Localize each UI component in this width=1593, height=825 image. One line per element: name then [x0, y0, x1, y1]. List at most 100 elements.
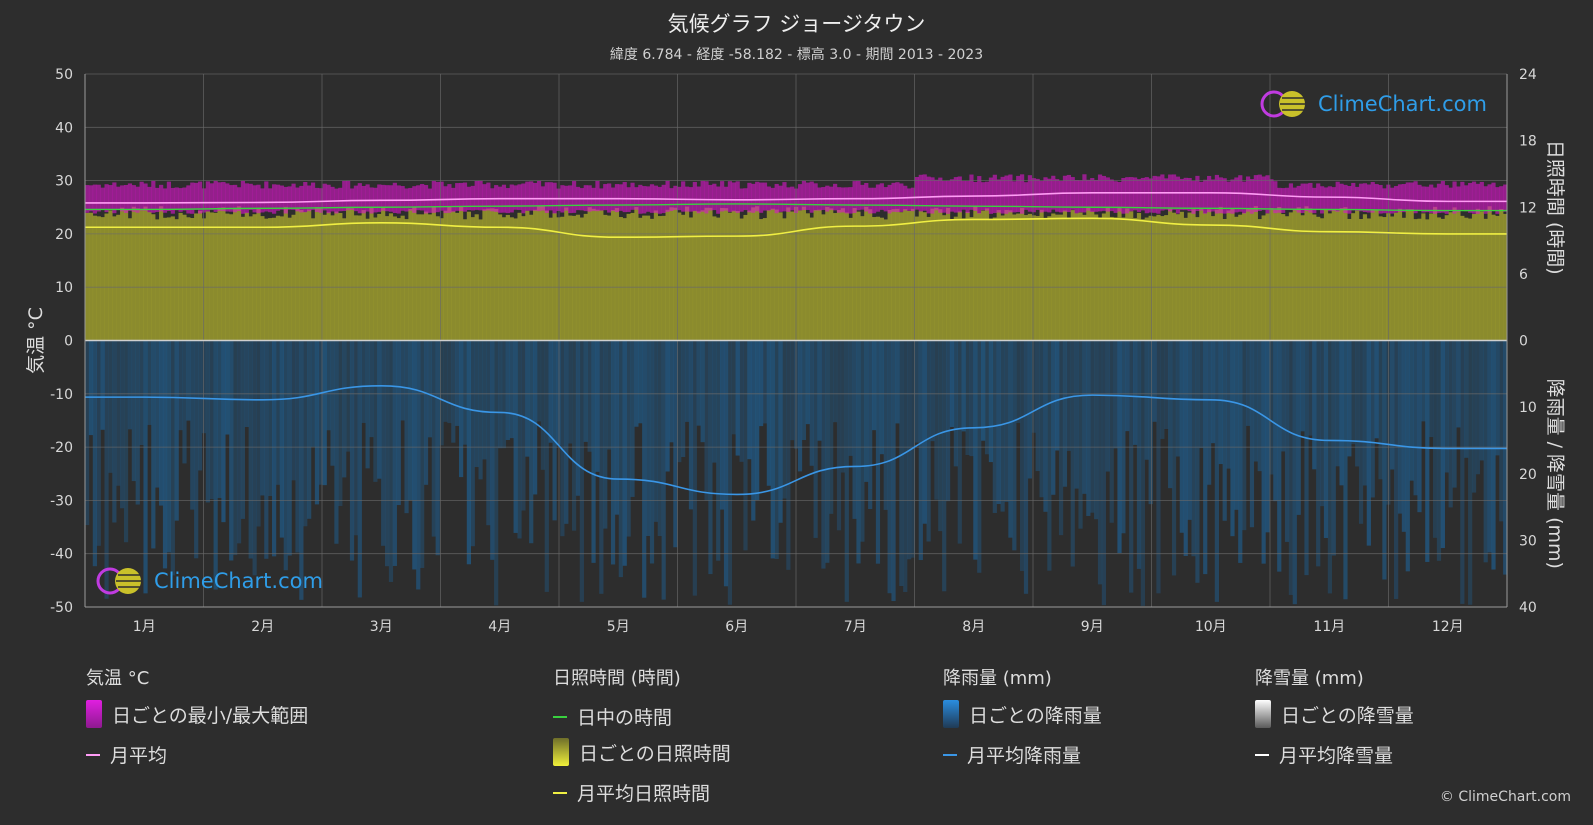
left-tick-label: -20 — [50, 440, 73, 456]
daily-temp-range-bar — [307, 185, 312, 212]
daily-rain-bar — [1444, 340, 1449, 473]
daily-sunshine-bar — [755, 206, 760, 341]
daily-sunshine-bar — [1121, 217, 1126, 341]
daily-sunshine-bar — [1355, 210, 1360, 341]
daily-rain-bar — [1331, 340, 1336, 556]
daily-rain-bar — [1195, 340, 1200, 583]
daily-rain-bar — [599, 340, 604, 594]
daily-sunshine-bar — [478, 219, 483, 341]
daily-rain-bar — [579, 340, 584, 602]
daily-temp-range-bar — [221, 181, 226, 212]
daily-rain-bar — [404, 340, 409, 514]
daily-temp-range-bar — [969, 174, 974, 210]
left-axis-title: 気温 °C — [25, 307, 47, 374]
daily-sunshine-bar — [1409, 209, 1414, 341]
daily-sunshine-bar — [190, 218, 195, 341]
daily-rain-bar — [938, 340, 943, 532]
daily-rain-bar — [377, 340, 382, 479]
daily-temp-range-bar — [346, 180, 351, 211]
daily-rain-bar — [864, 340, 869, 482]
daily-rain-bar — [1031, 340, 1036, 433]
daily-sunshine-bar — [1094, 214, 1099, 341]
daily-temp-range-bar — [1191, 180, 1196, 214]
daily-temp-range-bar — [1456, 186, 1461, 213]
daily-temp-range-bar — [922, 174, 927, 211]
daily-sunshine-bar — [388, 213, 394, 341]
month-tick-label: 6月 — [725, 619, 748, 635]
daily-sunshine-bar — [782, 218, 787, 341]
daily-temp-range-bar — [681, 181, 686, 212]
daily-temp-range-bar — [482, 184, 487, 211]
daily-rain-bar — [178, 340, 183, 431]
month-tick-label: 4月 — [488, 619, 511, 635]
daily-sunshine-bar — [599, 210, 604, 341]
daily-temp-range-bar — [1409, 182, 1414, 211]
daily-temp-range-bar — [174, 187, 179, 211]
daily-sunshine-bar — [357, 215, 362, 341]
daily-temp-range-bar — [1347, 185, 1352, 214]
climechart-logo-icon — [1260, 90, 1305, 118]
brand-logo-bottom[interactable]: ClimeChart.com — [96, 565, 323, 597]
daily-sunshine-bar — [1421, 213, 1426, 341]
daily-temp-range-bar — [1125, 177, 1130, 214]
daily-temp-range-bar — [1074, 179, 1079, 214]
daily-rain-bar — [665, 340, 670, 472]
daily-rain-bar — [1316, 340, 1321, 567]
daily-rain-bar — [85, 340, 90, 526]
daily-rain-bar — [673, 340, 678, 548]
daily-rain-bar — [92, 340, 97, 567]
daily-rain-bar — [638, 340, 643, 424]
daily-sunshine-bar — [470, 217, 475, 341]
sunshine-mean-line — [85, 217, 1507, 239]
daily-rain-bar — [653, 340, 658, 522]
daily-temp-range-bar — [116, 186, 121, 210]
daily-rain-bar — [466, 340, 471, 565]
daily-sunshine-bar — [1097, 217, 1103, 341]
daily-temp-range-bar — [225, 183, 230, 212]
daily-temp-range-bar — [953, 177, 958, 213]
brand-logo-top[interactable]: ClimeChart.com — [1260, 88, 1487, 120]
daily-temp-range-bar — [384, 185, 390, 212]
daily-rain-bar — [836, 340, 842, 531]
daily-rain-bar — [1222, 340, 1227, 521]
daily-rain-bar — [256, 340, 261, 527]
daily-temp-range-bar — [782, 182, 787, 212]
daily-rain-bar — [1207, 340, 1212, 485]
daily-sunshine-bar — [910, 208, 916, 341]
daily-rain-bar — [1265, 340, 1270, 533]
daily-sunshine-bar — [1195, 217, 1200, 341]
daily-temp-range-bar — [349, 188, 355, 210]
daily-temp-range-bar — [178, 188, 183, 212]
daily-sunshine-bar — [123, 209, 129, 341]
daily-rain-bar — [829, 340, 834, 514]
daily-sunshine-bar — [895, 208, 900, 341]
daily-rain-bar — [318, 340, 323, 485]
daily-sunshine-bar — [665, 209, 670, 341]
daily-rain-bar — [221, 340, 226, 523]
daily-rain-bar — [381, 340, 386, 546]
daily-temp-range-bar — [400, 186, 405, 211]
daily-sunshine-bar — [805, 213, 810, 341]
daily-rain-bar — [856, 340, 861, 564]
daily-temp-range-bar — [1308, 182, 1313, 213]
daily-temp-range-bar — [303, 181, 308, 213]
daily-temp-range-bar — [365, 184, 370, 212]
daily-temp-range-bar — [194, 182, 199, 210]
daily-rain-bar — [205, 340, 210, 503]
daily-temp-range-bar — [727, 181, 733, 212]
daily-sunshine-bar — [240, 216, 246, 341]
daily-rain-bar — [622, 340, 627, 566]
daily-sunshine-bar — [575, 214, 581, 341]
daily-sunshine-bar — [1464, 217, 1469, 341]
daily-rain-bar — [797, 340, 803, 472]
daily-temp-range-bar — [1051, 175, 1056, 210]
daily-sunshine-bar — [1203, 213, 1208, 341]
daily-rain-bar — [571, 340, 577, 531]
daily-rain-bar — [926, 340, 931, 542]
daily-temp-range-bar — [1164, 178, 1169, 210]
daily-rain-bar — [275, 340, 281, 485]
daily-temp-range-bar — [1027, 175, 1033, 212]
daily-sunshine-bar — [1436, 217, 1442, 341]
daily-rain-bar — [739, 340, 744, 462]
daily-sunshine-bar — [322, 214, 327, 341]
